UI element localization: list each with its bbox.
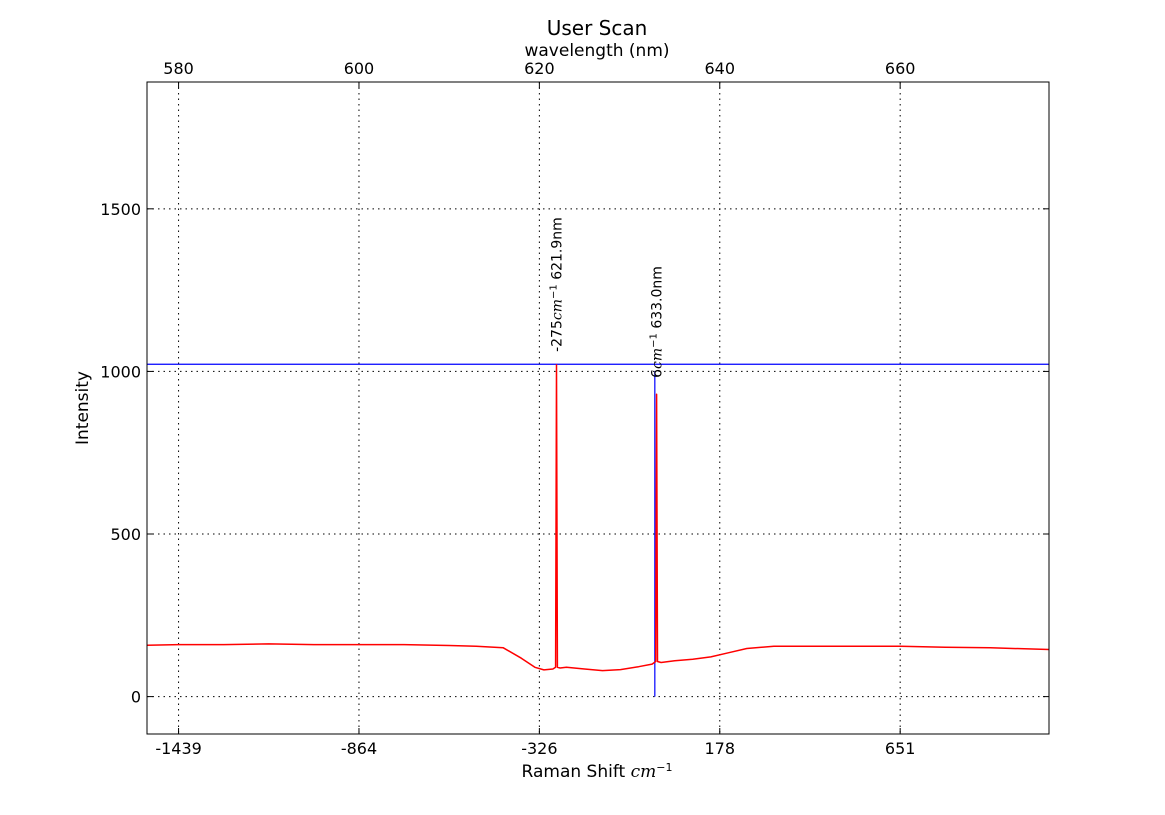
x-axis-label-text: Raman Shift <box>522 762 626 782</box>
x2-tick-label: 580 <box>163 59 194 78</box>
y-tick-label: 0 <box>131 688 141 707</box>
plot-area: -275cm−1 621.9nm 6cm−1 633.0nm <box>146 217 1050 697</box>
grid <box>147 82 1049 734</box>
x2-tick-label: 640 <box>704 59 735 78</box>
y-axis-label: Intensity <box>73 371 93 445</box>
x-tick-label: 178 <box>704 739 735 758</box>
x2-tick-label: 660 <box>885 59 916 78</box>
x-tick-label: -326 <box>521 739 557 758</box>
top-axis-label: wavelength (nm) <box>524 41 669 61</box>
x-tick-label: -864 <box>341 739 377 758</box>
y-tick-label: 1000 <box>100 362 141 381</box>
y-tick-label: 1500 <box>100 200 141 219</box>
x-tick-label: -1439 <box>155 739 202 758</box>
y-tick-label: 500 <box>110 525 141 544</box>
spectrum-line <box>146 364 1050 672</box>
x-axis-label: Raman Shift cm−1 <box>522 761 673 782</box>
x-tick-label: 651 <box>885 739 916 758</box>
plot-frame <box>146 81 1050 735</box>
peak-annotation: -275cm−1 621.9nm <box>549 217 566 352</box>
x-axis-unit: cm <box>631 762 657 782</box>
chart-title: User Scan <box>547 16 648 40</box>
x2-tick-label: 620 <box>524 59 555 78</box>
peak-annotation: 6cm−1 633.0nm <box>649 266 666 378</box>
x-axis-unit-exponent: −1 <box>656 761 672 774</box>
x2-tick-label: 600 <box>344 59 375 78</box>
ticks: -1439 -864 -326 178 651 580 600 620 640 660 0 500 10… <box>100 59 1049 758</box>
